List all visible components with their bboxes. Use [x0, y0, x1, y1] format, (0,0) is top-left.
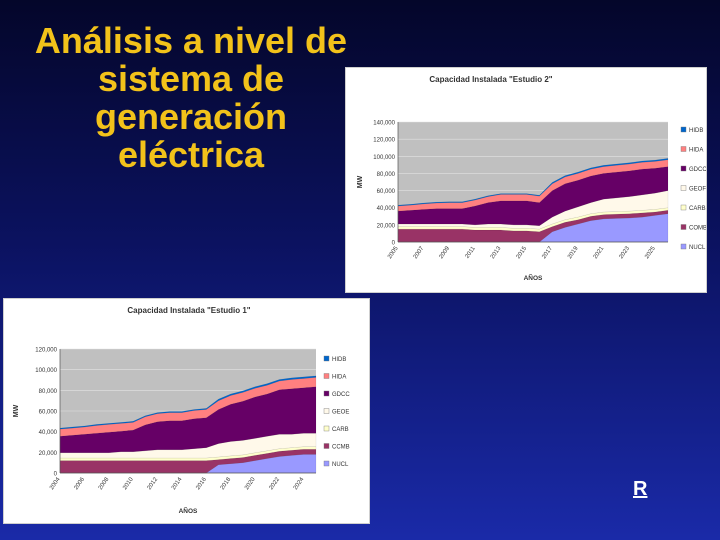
- x-axis-label: AÑOS: [179, 506, 198, 515]
- legend-label-carb: CARB: [332, 427, 349, 433]
- x-tick-label: 2013: [490, 245, 503, 260]
- x-tick-label: 2021: [593, 245, 606, 260]
- legend-swatch-carb: [680, 204, 687, 211]
- x-axis-label: AÑOS: [524, 273, 543, 282]
- y-tick-label: 120,000: [35, 348, 57, 354]
- legend-swatch-ccmb: [323, 443, 330, 449]
- chart-title: Capacidad Instalada "Estudio 2": [429, 75, 552, 84]
- y-tick-label: 140,000: [373, 121, 395, 127]
- legend-label-ccmb: CCMB: [332, 445, 350, 451]
- x-tick-label: 2007: [413, 245, 426, 260]
- legend-label-carb: CARB: [689, 206, 706, 212]
- legend-swatch-hidb: [680, 126, 687, 133]
- legend-label-gdcc: GDCC: [689, 167, 706, 173]
- y-tick-label: 40,000: [39, 430, 58, 436]
- y-tick-label: 80,000: [39, 389, 58, 395]
- legend-swatch-hidb: [323, 355, 330, 362]
- x-tick-label: 2015: [516, 245, 529, 260]
- y-tick-label: 60,000: [39, 410, 58, 416]
- area-series-gdcc: [397, 166, 669, 226]
- legend-label-hida: HIDA: [332, 375, 346, 381]
- y-tick-label: 60,000: [377, 189, 396, 195]
- legend-label-comb: COMB: [689, 226, 706, 232]
- legend-label-geoe: GEOE: [332, 410, 349, 416]
- y-tick-label: 40,000: [377, 206, 396, 212]
- legend-label-nucl: NUCL: [689, 245, 706, 251]
- y-tick-label: 0: [54, 472, 58, 478]
- chart-panel-estudio-1: Capacidad Instalada "Estudio 1" 0 20,000 40…: [3, 298, 370, 524]
- y-tick-label: 120,000: [373, 138, 395, 144]
- title-line-4: eléctrica: [117, 134, 265, 175]
- legend-swatch-gdcc: [680, 165, 687, 172]
- x-tick-label: 2014: [171, 476, 184, 491]
- y-tick-label: 80,000: [377, 172, 396, 178]
- y-tick-label: 100,000: [35, 368, 57, 374]
- area-series-hidb: [397, 158, 669, 207]
- area-series-hidb: [59, 375, 317, 430]
- y-tick-label: 0: [392, 241, 396, 247]
- x-tick-label: 2012: [147, 476, 160, 491]
- x-tick-label: 2008: [98, 476, 111, 491]
- chart-estudio-1: Capacidad Instalada "Estudio 1" 0 20,000 40…: [13, 306, 350, 515]
- title-line-1: Análisis a nivel de: [34, 20, 348, 61]
- x-tick-label: 2010: [122, 476, 135, 491]
- slide-title: Análisis a nivel de sistema de generació…: [10, 22, 372, 174]
- legend-swatch-nucl: [323, 460, 330, 467]
- legend-swatch-comb: [680, 224, 687, 230]
- legend-swatch-nucl: [680, 243, 687, 250]
- x-tick-label: 2018: [220, 476, 233, 491]
- title-line-2: sistema de: [97, 58, 285, 99]
- legend-swatch-gdcc: [323, 390, 330, 397]
- legend-swatch-hida: [680, 146, 687, 152]
- title-line-3: generación: [94, 96, 288, 137]
- x-tick-label: 2017: [541, 245, 554, 260]
- legend-swatch-hida: [323, 373, 330, 379]
- x-tick-label: 2024: [293, 476, 306, 491]
- return-link[interactable]: R: [633, 478, 648, 500]
- y-tick-label: 20,000: [39, 451, 58, 457]
- chart-estudio-2: Capacidad Instalada "Estudio 2" 0 20,000 40…: [357, 75, 707, 282]
- x-tick-label: 2004: [49, 476, 62, 491]
- legend-label-gdcc: GDCC: [332, 392, 350, 398]
- y-axis-label: MW: [13, 404, 20, 417]
- x-tick-label: 2025: [644, 245, 657, 260]
- legend-label-geof: GEOF: [689, 187, 706, 193]
- x-tick-label: 2022: [268, 476, 281, 491]
- x-tick-label: 2020: [244, 476, 257, 491]
- legend-label-hidb: HIDB: [689, 128, 703, 134]
- chart-title: Capacidad Instalada "Estudio 1": [127, 306, 250, 315]
- legend-swatch-geof: [680, 185, 687, 191]
- legend-label-nucl: NUCL: [332, 462, 349, 468]
- y-axis-label: MW: [357, 175, 364, 188]
- x-tick-label: 2005: [387, 245, 400, 260]
- legend-swatch-carb: [323, 425, 330, 432]
- legend-label-hidb: HIDB: [332, 357, 346, 363]
- x-tick-label: 2006: [73, 476, 86, 491]
- x-tick-label: 2011: [464, 245, 477, 260]
- x-tick-label: 2023: [618, 245, 631, 260]
- y-tick-label: 100,000: [373, 155, 395, 161]
- x-tick-label: 2016: [195, 476, 208, 491]
- legend-label-hida: HIDA: [689, 148, 703, 154]
- legend-swatch-geoe: [323, 408, 330, 414]
- x-tick-label: 2019: [567, 245, 580, 260]
- x-tick-label: 2009: [438, 245, 451, 260]
- chart-panel-estudio-2: Capacidad Instalada "Estudio 2" 0 20,000 40…: [345, 67, 707, 293]
- y-tick-label: 20,000: [377, 223, 396, 229]
